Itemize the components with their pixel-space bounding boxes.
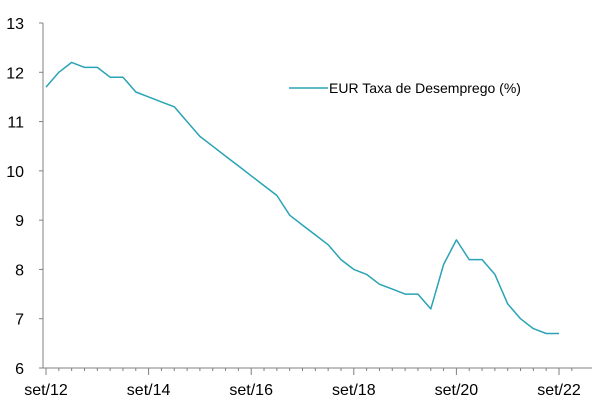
series-group [45,61,559,335]
legend-label: EUR Taxa de Desemprego (%) [329,80,521,96]
y-tick-label: 6 [15,361,24,378]
y-tick-label: 9 [15,213,24,230]
x-tick-label: set/20 [435,382,479,399]
y-tick-label: 11 [7,115,24,132]
y-tick-label: 8 [15,262,24,279]
y-axis-ticks: 6 7 8 9 10 11 12 13 [6,16,43,378]
y-tick-label: 10 [6,164,24,181]
x-tick-label: set/22 [537,382,581,399]
axes [42,23,592,369]
x-tick-label: set/12 [24,382,68,399]
series-line-eur-unemployment [45,61,559,335]
x-tick-label: set/16 [229,382,273,399]
x-axis-ticks: set/12 set/14 set/16 set/18 set/20 set/22 [24,368,581,399]
y-tick-label: 7 [15,312,24,329]
y-tick-label: 12 [6,65,24,82]
legend: EUR Taxa de Desemprego (%) [289,80,521,96]
y-tick-label: 13 [6,16,24,33]
x-tick-label: set/14 [127,382,171,399]
x-tick-label: set/18 [332,382,376,399]
